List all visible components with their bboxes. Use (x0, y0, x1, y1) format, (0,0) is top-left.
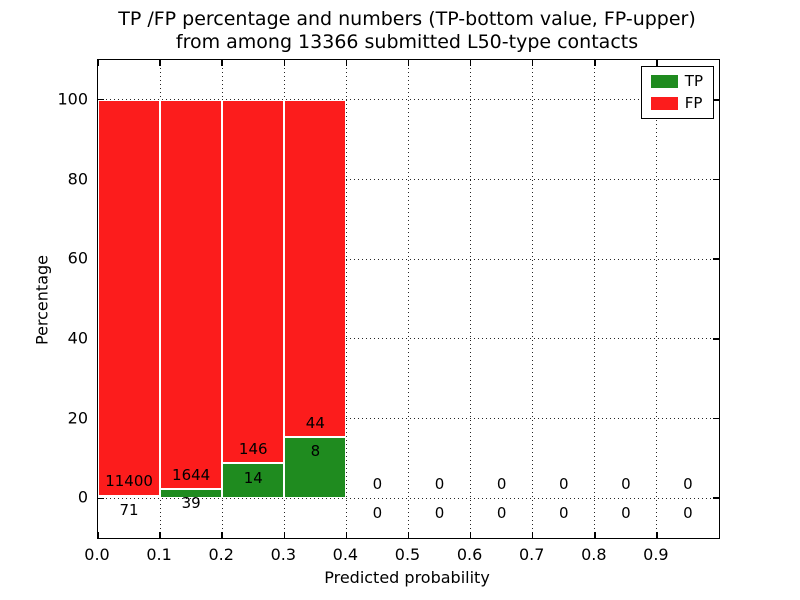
fp-legend-swatch (650, 97, 678, 110)
v-gridline (345, 60, 347, 538)
x-axis-label: Predicted probability (324, 568, 490, 587)
x-tick-label: 0.6 (456, 545, 483, 564)
x-tick-bottom (531, 532, 534, 538)
v-gridline (532, 60, 534, 538)
legend-item-tp: TP (650, 72, 703, 90)
y-tick-right (713, 178, 719, 181)
x-tick-top (407, 60, 410, 66)
x-tick-top (531, 60, 534, 66)
x-tick-bottom (594, 532, 596, 538)
bar-segment-tp (160, 488, 223, 499)
x-tick-bottom (221, 532, 223, 538)
fp-legend-label: FP (684, 94, 703, 112)
x-tick-bottom (469, 532, 472, 538)
fp-count-label: 0 (558, 474, 569, 493)
tp-count-label: 0 (372, 503, 383, 522)
x-tick-top (345, 60, 348, 66)
v-gridline (470, 60, 472, 538)
tp-count-label: 8 (310, 442, 321, 461)
x-tick-top (469, 60, 472, 66)
x-tick-bottom (159, 532, 161, 538)
y-tick-right (713, 258, 719, 260)
bar-segment-tp (222, 463, 285, 499)
x-tick-bottom (407, 532, 410, 538)
tp-count-label: 0 (496, 503, 507, 522)
y-tick-label: 60 (67, 248, 88, 268)
v-gridline (594, 60, 596, 538)
chart-title-line1: TP /FP percentage and numbers (TP-bottom… (118, 8, 696, 30)
fp-count-label: 0 (621, 474, 631, 493)
x-tick-bottom (97, 532, 99, 538)
bar-segment-fp (284, 99, 347, 437)
y-tick-right (713, 338, 719, 340)
x-tick-label: 0.3 (270, 545, 297, 564)
fp-count-label: 1644 (172, 465, 211, 484)
x-tick-label: 0.2 (208, 545, 234, 564)
x-tick-label: 0.0 (84, 545, 110, 564)
tp-count-label: 14 (243, 468, 263, 487)
y-tick-label: 20 (67, 408, 88, 427)
x-tick-top (97, 60, 99, 66)
tp-count-label: 0 (621, 503, 631, 522)
bar-segment-tp (284, 436, 347, 499)
tp-count-label: 0 (558, 503, 569, 522)
tp-count-label: 0 (683, 503, 693, 522)
plot-area: TP FP 11400 71 1644 39 146 14 44 8 0 0 0 0 0 0 0 0 0 0 0 0 (97, 59, 720, 539)
tp-count-label: 71 (119, 501, 139, 520)
bar-segment-tp (98, 495, 161, 499)
y-tick-label: 80 (67, 169, 88, 188)
x-tick-label: 0.7 (518, 545, 545, 564)
fp-count-label: 0 (372, 474, 383, 493)
x-tick-label: 0.5 (394, 545, 421, 564)
fp-count-label: 11400 (105, 472, 153, 491)
bar-segment-fp (160, 99, 223, 489)
chart-title-line2: from among 13366 submitted L50-type cont… (175, 31, 639, 53)
v-gridline (656, 60, 658, 538)
tp-legend-label: TP (684, 72, 703, 90)
x-tick-bottom (656, 532, 658, 538)
fp-count-label: 0 (683, 474, 693, 493)
y-tick-right (713, 417, 719, 420)
fp-count-label: 0 (496, 474, 507, 493)
tp-count-label: 0 (434, 503, 445, 522)
x-tick-label: 0.8 (581, 545, 607, 564)
x-tick-top (283, 60, 286, 66)
y-tick-label: 40 (67, 328, 88, 348)
bar-segment-fp (98, 99, 161, 496)
x-tick-label: 0.1 (146, 545, 172, 564)
x-tick-label: 0.4 (332, 545, 359, 564)
y-tick-left (98, 497, 104, 499)
x-tick-bottom (345, 532, 348, 538)
y-tick-label: 100 (57, 89, 88, 109)
fp-count-label: 146 (238, 439, 268, 458)
x-tick-top (656, 60, 658, 66)
tp-legend-swatch (650, 75, 678, 88)
y-axis-label: Percentage (32, 254, 52, 346)
fp-count-label: 44 (305, 413, 325, 432)
tp-count-label: 39 (181, 494, 201, 513)
x-tick-top (159, 60, 161, 66)
fp-count-label: 0 (434, 474, 445, 493)
y-tick-right (713, 497, 719, 499)
bar-segment-fp (222, 99, 285, 464)
legend: TP FP (640, 66, 714, 119)
v-gridline (408, 60, 409, 538)
x-tick-bottom (283, 532, 286, 538)
x-tick-label: 0.9 (643, 545, 669, 564)
y-tick-right (713, 99, 719, 101)
x-tick-top (221, 60, 223, 66)
chart-title: TP /FP percentage and numbers (TP-bottom… (57, 8, 757, 54)
legend-item-fp: FP (650, 94, 703, 112)
x-tick-top (594, 60, 596, 66)
y-tick-label: 0 (77, 487, 88, 507)
